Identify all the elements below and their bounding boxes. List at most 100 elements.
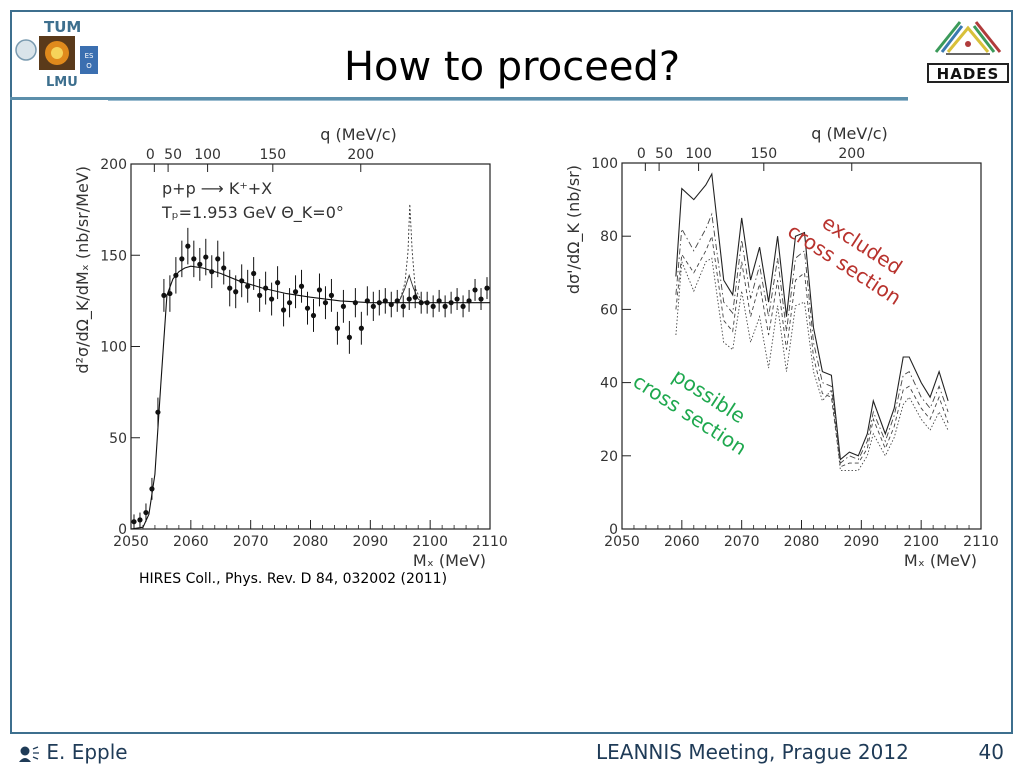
- data-point: [233, 289, 239, 295]
- data-point: [430, 303, 436, 309]
- x-tick-label: 2090: [353, 534, 389, 550]
- tum-lmu-logo-icon: ES O TUM LMU: [15, 18, 98, 90]
- x-tick-label: 2070: [233, 534, 269, 550]
- data-point: [197, 261, 203, 267]
- x-tick-label: 2090: [844, 534, 880, 550]
- series-line-dashdot: [675, 212, 949, 464]
- data-point: [406, 296, 412, 302]
- chart-cross-section-limits: 2050 2060 2070 2080 2090 2100 2110 0 20 40 60 80 100…: [564, 124, 999, 570]
- data-point: [478, 296, 484, 302]
- lmu-logo-text: LMU: [46, 75, 78, 90]
- hades-logo-icon: HADES: [927, 21, 1009, 83]
- data-point: [137, 517, 143, 523]
- data-point: [269, 296, 275, 302]
- data-point: [424, 300, 430, 306]
- data-point: [484, 285, 490, 291]
- x-tick-label: 2110: [472, 534, 508, 550]
- data-point: [382, 298, 388, 304]
- data-point: [155, 409, 161, 415]
- series-line-solid: [675, 172, 949, 461]
- data-point: [274, 280, 281, 286]
- data-point: [364, 298, 370, 304]
- top-tick-label: 100: [685, 146, 712, 162]
- y-tick-label: 100: [100, 340, 127, 356]
- author-name: E. Epple: [46, 740, 128, 764]
- data-point: [161, 292, 167, 298]
- data-point: [388, 301, 394, 308]
- y-tick-label: 50: [109, 431, 127, 447]
- data-point: [310, 312, 317, 319]
- x-tick-label: 2070: [724, 534, 760, 550]
- top-tick-label: 50: [655, 146, 673, 162]
- peak-curve: [394, 204, 431, 304]
- top-tick-label: 200: [838, 146, 865, 162]
- data-point: [412, 294, 418, 300]
- y-tick-label: 150: [100, 248, 127, 264]
- data-point: [454, 296, 460, 302]
- slide-frame: [10, 10, 1013, 734]
- top-tick-label: 100: [194, 147, 221, 163]
- beam-label: Tₚ=1.953 GeV Θ_K=0°: [161, 203, 344, 223]
- top-axis-label: q (MeV/c): [811, 124, 888, 143]
- data-point: [376, 300, 382, 306]
- data-point: [322, 300, 329, 306]
- series-line-dashed: [675, 234, 949, 468]
- data-point: [143, 509, 149, 516]
- page-title: How to proceed?: [343, 44, 681, 90]
- data-point: [173, 272, 179, 278]
- y-axis-label: dσ'/dΩ_K (nb/sr): [564, 165, 584, 294]
- y-tick-label: 80: [600, 229, 618, 245]
- y-tick-label: 60: [600, 302, 618, 318]
- svg-text:O: O: [86, 62, 92, 70]
- data-point: [400, 303, 406, 309]
- footer-author: E. Epple: [18, 740, 128, 768]
- data-point: [316, 287, 323, 293]
- data-point: [185, 243, 191, 249]
- data-point: [191, 256, 197, 262]
- chart-hires-spectrum: 2050 2060 2070 2080 2090 2100 2110 0 50 100 150 200…: [73, 125, 508, 570]
- x-tick-label: 2060: [173, 534, 209, 550]
- x-tick-label: 2100: [412, 534, 448, 550]
- top-tick-label: 150: [259, 147, 286, 163]
- title-rule: [10, 97, 908, 100]
- y-tick-label: 0: [118, 522, 127, 538]
- data-point: [221, 265, 227, 271]
- data-point: [358, 325, 364, 331]
- data-point: [472, 287, 478, 293]
- data-point: [394, 298, 400, 304]
- data-point: [245, 283, 251, 289]
- x-tick-label: 2080: [784, 534, 820, 550]
- data-point: [328, 292, 335, 298]
- plot-frame: [621, 162, 982, 530]
- top-tick-label: 0: [146, 147, 155, 163]
- y-tick-label: 0: [609, 522, 618, 538]
- university-logos: ES O TUM LMU: [12, 14, 107, 99]
- top-tick-label: 150: [750, 146, 777, 162]
- data-point: [448, 300, 454, 306]
- data-point: [179, 256, 185, 262]
- fit-curve: [130, 265, 490, 530]
- data-point: [298, 283, 305, 289]
- hades-logo-text: HADES: [937, 65, 1000, 83]
- y-tick-label: 40: [600, 376, 618, 392]
- series-line-dotted: [675, 257, 949, 471]
- data-point: [239, 278, 245, 284]
- x-tick-label: 2080: [293, 534, 329, 550]
- data-point: [131, 519, 137, 525]
- x-tick-label: 2060: [664, 534, 700, 550]
- top-tick-label: 200: [347, 147, 374, 163]
- data-point: [370, 303, 376, 309]
- figure-caption: HIRES Coll., Phys. Rev. D 84, 032002 (20…: [139, 571, 448, 587]
- peak-curve: [394, 273, 431, 304]
- data-point: [286, 300, 293, 306]
- data-point: [209, 269, 215, 275]
- title-rule-thin: [108, 100, 908, 101]
- data-point: [203, 254, 209, 260]
- data-point: [466, 298, 472, 304]
- x-tick-label: 2110: [963, 534, 999, 550]
- data-point: [352, 300, 358, 306]
- data-point: [334, 325, 341, 331]
- reaction-label: p+p ⟶ K⁺+X: [162, 179, 272, 198]
- x-tick-label: 2050: [113, 534, 149, 550]
